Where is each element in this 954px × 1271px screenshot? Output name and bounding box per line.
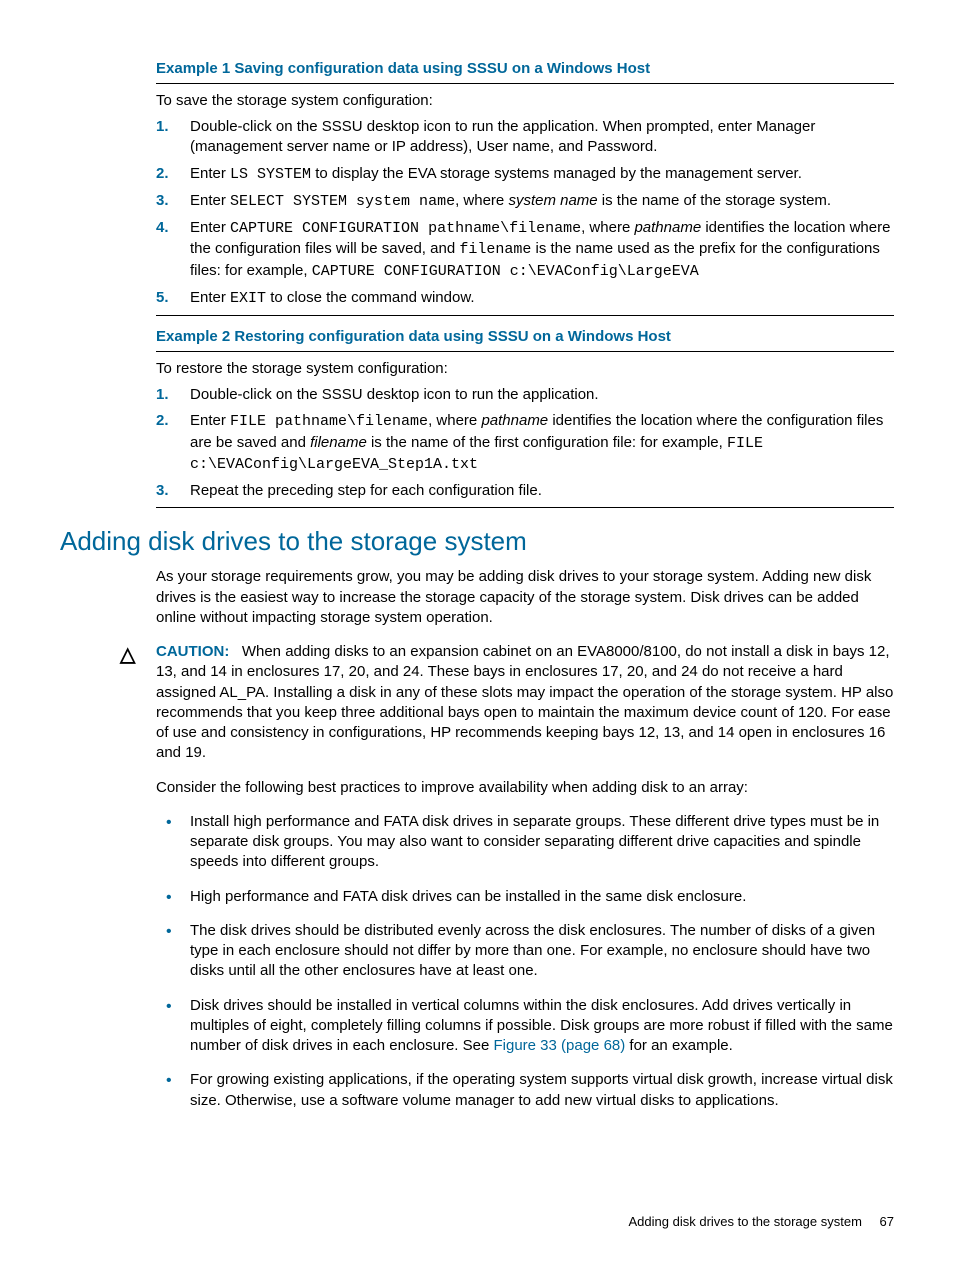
list-item: High performance and FATA disk drives ca… — [156, 887, 894, 907]
step-1: 1. Double-click on the SSSU desktop icon … — [156, 385, 894, 405]
step-number: 1. — [156, 385, 169, 405]
step-text: Enter FILE pathname\filename, where path… — [190, 412, 883, 472]
caution-block: △ CAUTION: When adding disks to an expan… — [156, 642, 894, 764]
list-item: The disk drives should be distributed ev… — [156, 921, 894, 982]
step-3: 3. Enter SELECT SYSTEM system name, where… — [156, 191, 894, 212]
example2-intro: To restore the storage system configurat… — [156, 360, 894, 377]
figure-link[interactable]: Figure 33 (page 68) — [494, 1037, 626, 1054]
code: filename — [459, 241, 531, 258]
step-text: Double-click on the SSSU desktop icon to… — [190, 386, 599, 403]
example1-steps: 1. Double-click on the SSSU desktop icon … — [156, 117, 894, 309]
example1-intro: To save the storage system configuration… — [156, 92, 894, 109]
step-2: 2. Enter LS SYSTEM to display the EVA sto… — [156, 164, 894, 185]
step-text: Repeat the preceding step for each confi… — [190, 482, 542, 499]
page-number: 67 — [880, 1214, 894, 1229]
param: pathname — [481, 412, 548, 429]
param: pathname — [634, 219, 701, 236]
section-intro: As your storage requirements grow, you m… — [156, 567, 894, 628]
page-footer: Adding disk drives to the storage system… — [629, 1214, 894, 1229]
caution-text: CAUTION: When adding disks to an expansi… — [156, 643, 893, 761]
code: LS SYSTEM — [230, 166, 311, 183]
step-5: 5. Enter EXIT to close the command window… — [156, 288, 894, 309]
divider — [156, 83, 894, 84]
code: SELECT SYSTEM system name — [230, 193, 455, 210]
step-number: 5. — [156, 288, 169, 308]
step-number: 2. — [156, 411, 169, 431]
step-text: Double-click on the SSSU desktop icon to… — [190, 118, 815, 155]
divider — [156, 315, 894, 316]
step-number: 1. — [156, 117, 169, 137]
section-heading: Adding disk drives to the storage system — [60, 526, 894, 557]
footer-text: Adding disk drives to the storage system — [629, 1214, 862, 1229]
step-text: Enter CAPTURE CONFIGURATION pathname\fil… — [190, 219, 890, 279]
step-number: 3. — [156, 191, 169, 211]
step-2: 2. Enter FILE pathname\filename, where pa… — [156, 411, 894, 475]
step-number: 4. — [156, 218, 169, 238]
step-number: 2. — [156, 164, 169, 184]
divider — [156, 507, 894, 508]
example2-steps: 1. Double-click on the SSSU desktop icon … — [156, 385, 894, 501]
step-text: Enter LS SYSTEM to display the EVA stora… — [190, 165, 802, 182]
code: EXIT — [230, 290, 266, 307]
step-4: 4. Enter CAPTURE CONFIGURATION pathname\f… — [156, 218, 894, 282]
step-number: 3. — [156, 481, 169, 501]
code: FILE pathname\filename — [230, 413, 428, 430]
caution-icon: △ — [120, 642, 135, 667]
step-text: Enter SELECT SYSTEM system name, where s… — [190, 192, 831, 209]
best-practices-list: Install high performance and FATA disk d… — [156, 812, 894, 1111]
list-item: Install high performance and FATA disk d… — [156, 812, 894, 873]
param: filename — [310, 434, 367, 451]
consider-intro: Consider the following best practices to… — [156, 778, 894, 798]
list-item: For growing existing applications, if th… — [156, 1070, 894, 1111]
example1-title: Example 1 Saving configuration data usin… — [156, 60, 894, 77]
code: CAPTURE CONFIGURATION c:\EVAConfig\Large… — [312, 263, 699, 280]
page-content: Example 1 Saving configuration data usin… — [0, 0, 954, 1165]
step-3: 3. Repeat the preceding step for each con… — [156, 481, 894, 501]
example2-title: Example 2 Restoring configuration data u… — [156, 328, 894, 345]
code: CAPTURE CONFIGURATION pathname\filename — [230, 220, 581, 237]
step-text: Enter EXIT to close the command window. — [190, 289, 475, 306]
param: system name — [508, 192, 597, 209]
list-item: Disk drives should be installed in verti… — [156, 996, 894, 1057]
step-1: 1. Double-click on the SSSU desktop icon … — [156, 117, 894, 158]
divider — [156, 351, 894, 352]
caution-label: CAUTION: — [156, 643, 229, 660]
